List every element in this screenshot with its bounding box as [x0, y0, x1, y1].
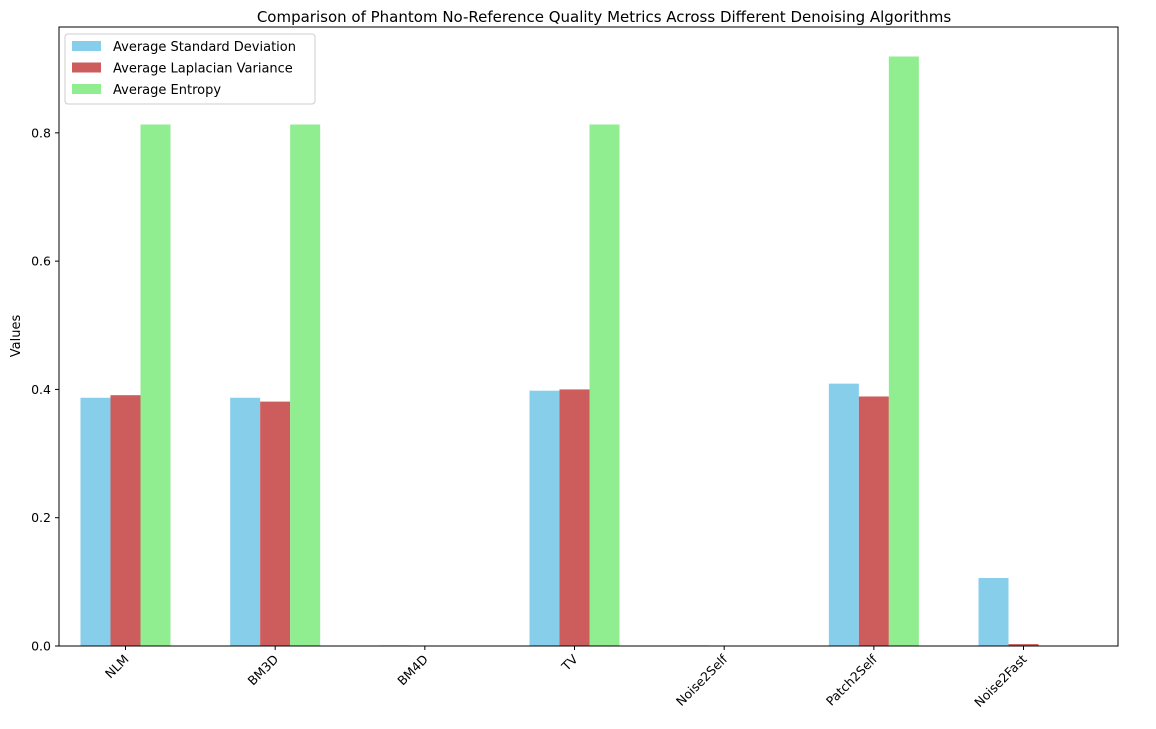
bars-layer [80, 56, 1039, 646]
y-tick-label: 0.2 [31, 510, 51, 525]
legend-swatch-average-laplacian-variance [72, 62, 101, 73]
bar-nlm-average-entropy [140, 124, 171, 646]
legend-swatch-average-entropy [72, 84, 101, 94]
y-axis: 0.0 0.2 0.4 0.6 0.8 [31, 125, 59, 654]
bar-tv-average-laplacian-variance [559, 389, 590, 646]
x-tick-label-tv: TV [558, 651, 581, 674]
x-tick-label-noise2self: Noise2Self [673, 651, 731, 709]
bar-patch2self-average-standard-deviation [828, 383, 859, 646]
x-tick-label-nlm: NLM [102, 652, 132, 682]
y-axis-label: Values [9, 315, 24, 358]
bar-nlm-average-laplacian-variance [110, 395, 141, 646]
y-tick-label: 0.6 [31, 254, 51, 269]
x-axis: NLM BM3D BM4D TV Noise2Self Patch2Self Noise2F… [102, 646, 1030, 710]
bar-patch2self-average-laplacian-variance [858, 396, 889, 646]
bar-bm3d-average-laplacian-variance [260, 401, 291, 646]
x-tick-label-bm4d: BM4D [394, 652, 431, 689]
legend-label-average-entropy: Average Entropy [113, 83, 221, 98]
bar-tv-average-entropy [589, 124, 620, 646]
bar-noise2fast-average-standard-deviation [978, 578, 1009, 646]
bar-bm3d-average-standard-deviation [230, 397, 261, 646]
legend-box [64, 33, 316, 105]
x-tick-label-bm3d: BM3D [245, 652, 282, 689]
x-tick-label-noise2fast: Noise2Fast [971, 651, 1030, 710]
bar-patch2self-average-entropy [888, 56, 919, 646]
bar-nlm-average-standard-deviation [80, 397, 111, 646]
y-tick-label: 0.4 [31, 382, 51, 397]
bar-noise2fast-average-laplacian-variance [1008, 644, 1039, 646]
plot-frame [58, 26, 1119, 647]
chart-title: Comparison of Phantom No-Reference Quali… [257, 8, 951, 26]
legend-label-average-standard-deviation: Average Standard Deviation [113, 40, 296, 55]
y-tick-label: 0.8 [31, 125, 51, 140]
legend-swatch-average-standard-deviation [72, 41, 101, 51]
x-tick-label-patch2self: Patch2Self [823, 651, 881, 709]
legend-label-average-laplacian-variance: Average Laplacian Variance [113, 62, 293, 77]
bar-bm3d-average-entropy [290, 124, 321, 646]
bar-tv-average-standard-deviation [529, 390, 560, 646]
y-tick-label: 0.0 [31, 639, 51, 654]
legend: Average Standard Deviation Average Laplac… [64, 33, 316, 105]
